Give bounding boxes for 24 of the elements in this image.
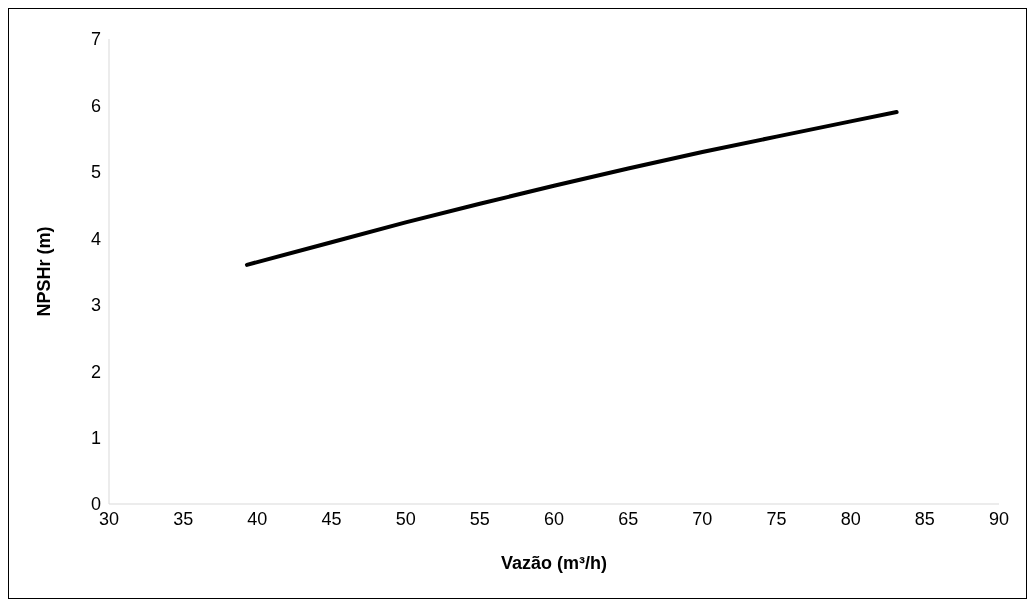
y-tick-label: 1 bbox=[90, 427, 101, 448]
x-tick-label: 55 bbox=[469, 508, 490, 529]
x-tick-label: 40 bbox=[247, 508, 268, 529]
y-tick-label: 7 bbox=[90, 29, 101, 50]
x-tick-label: 70 bbox=[692, 508, 713, 529]
y-tick-label: 4 bbox=[90, 228, 101, 249]
x-tick-label: 30 bbox=[98, 508, 120, 529]
y-tick-label: 5 bbox=[90, 162, 101, 183]
x-tick-label: 35 bbox=[173, 508, 194, 529]
x-tick-label: 50 bbox=[395, 508, 416, 529]
y-tick-label: 6 bbox=[90, 95, 101, 116]
x-tick-label: 90 bbox=[988, 508, 1010, 529]
y-tick-label: 0 bbox=[90, 494, 101, 515]
x-tick-label: 80 bbox=[840, 508, 861, 529]
y-tick-label: 2 bbox=[90, 361, 101, 382]
x-tick-label: 45 bbox=[321, 508, 342, 529]
y-tick-label: 3 bbox=[90, 295, 101, 316]
x-tick-label: 75 bbox=[766, 508, 787, 529]
x-axis-title: Vazão (m³/h) bbox=[500, 553, 608, 573]
x-tick-label: 65 bbox=[618, 508, 639, 529]
x-tick-label: 60 bbox=[543, 508, 565, 529]
x-tick-label: 85 bbox=[914, 508, 935, 529]
line-series bbox=[244, 110, 899, 267]
y-axis-title: NPSHr (m) bbox=[34, 226, 55, 317]
